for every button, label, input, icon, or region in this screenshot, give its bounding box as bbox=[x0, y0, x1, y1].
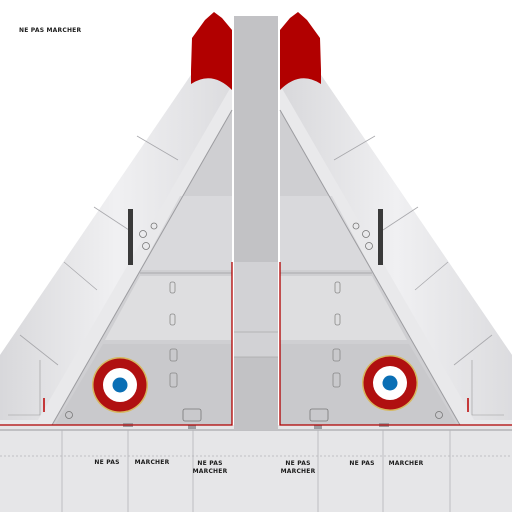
right-wing bbox=[279, 12, 512, 429]
left-wing bbox=[0, 12, 233, 429]
corner-warning-label: NE PAS MARCHER bbox=[19, 27, 82, 34]
roundel-left bbox=[92, 357, 148, 413]
right-block-line2: MARCHER bbox=[280, 468, 316, 475]
left-ne-pas-label: NE PAS bbox=[94, 459, 120, 466]
right-marcher-label: MARCHER bbox=[388, 460, 424, 467]
left-marcher-label: MARCHER bbox=[134, 459, 170, 466]
fuselage-spine bbox=[234, 16, 278, 430]
right-wing-red-tip bbox=[280, 12, 321, 90]
lower-fuselage-band bbox=[0, 425, 512, 512]
right-ne-pas-label: NE PAS bbox=[349, 460, 375, 467]
left-block-line1: NE PAS bbox=[197, 460, 223, 467]
left-wing-red-tip bbox=[191, 12, 232, 90]
right-block-line1: NE PAS bbox=[285, 460, 311, 467]
left-block-line2: MARCHER bbox=[192, 468, 228, 475]
roundel-right bbox=[362, 355, 418, 411]
